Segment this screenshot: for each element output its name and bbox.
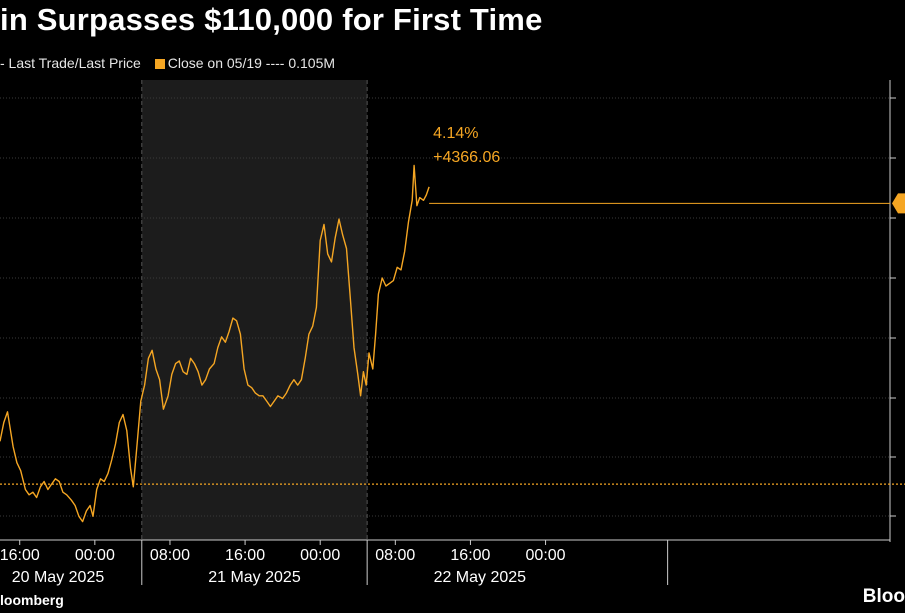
legend-series-label: - Last Trade/Last Price <box>0 55 141 71</box>
x-tick-label: 16:00 <box>450 547 490 564</box>
shaded-session-21-may <box>141 80 368 540</box>
annotation-abs-change: +4366.06 <box>433 149 500 166</box>
legend-close-label: Close on 05/19 ---- 0.105M <box>167 55 336 71</box>
last-price-marker <box>892 193 905 214</box>
legend: - Last Trade/Last Price Close on 05/19 -… <box>0 55 335 71</box>
x-date-group-label: 21 May 2025 <box>208 569 301 586</box>
x-tick-label: 16:00 <box>225 547 265 564</box>
chart-title: in Surpasses $110,000 for First Time <box>0 2 543 37</box>
x-date-group-label: 22 May 2025 <box>434 569 527 586</box>
legend-close-swatch <box>154 59 165 69</box>
x-date-group-label: 20 May 2025 <box>12 569 105 586</box>
annotation-pct-change: 4.14% <box>433 125 478 142</box>
x-tick-label: 08:00 <box>150 547 190 564</box>
x-tick-label: 08:00 <box>375 547 415 564</box>
source-label: loomberg <box>0 592 64 608</box>
price-chart: 4.14% +4366.06 16:00 00:00 08:00 16:00 00:00 08… <box>0 80 905 586</box>
x-tick-label: 00:00 <box>75 547 115 564</box>
price-series-line <box>0 164 430 523</box>
x-tick-label: 00:00 <box>300 547 340 564</box>
brand-logo-text: Bloo <box>862 586 905 607</box>
x-tick-label: 16:00 <box>0 547 40 564</box>
x-tick-label: 00:00 <box>526 547 566 564</box>
